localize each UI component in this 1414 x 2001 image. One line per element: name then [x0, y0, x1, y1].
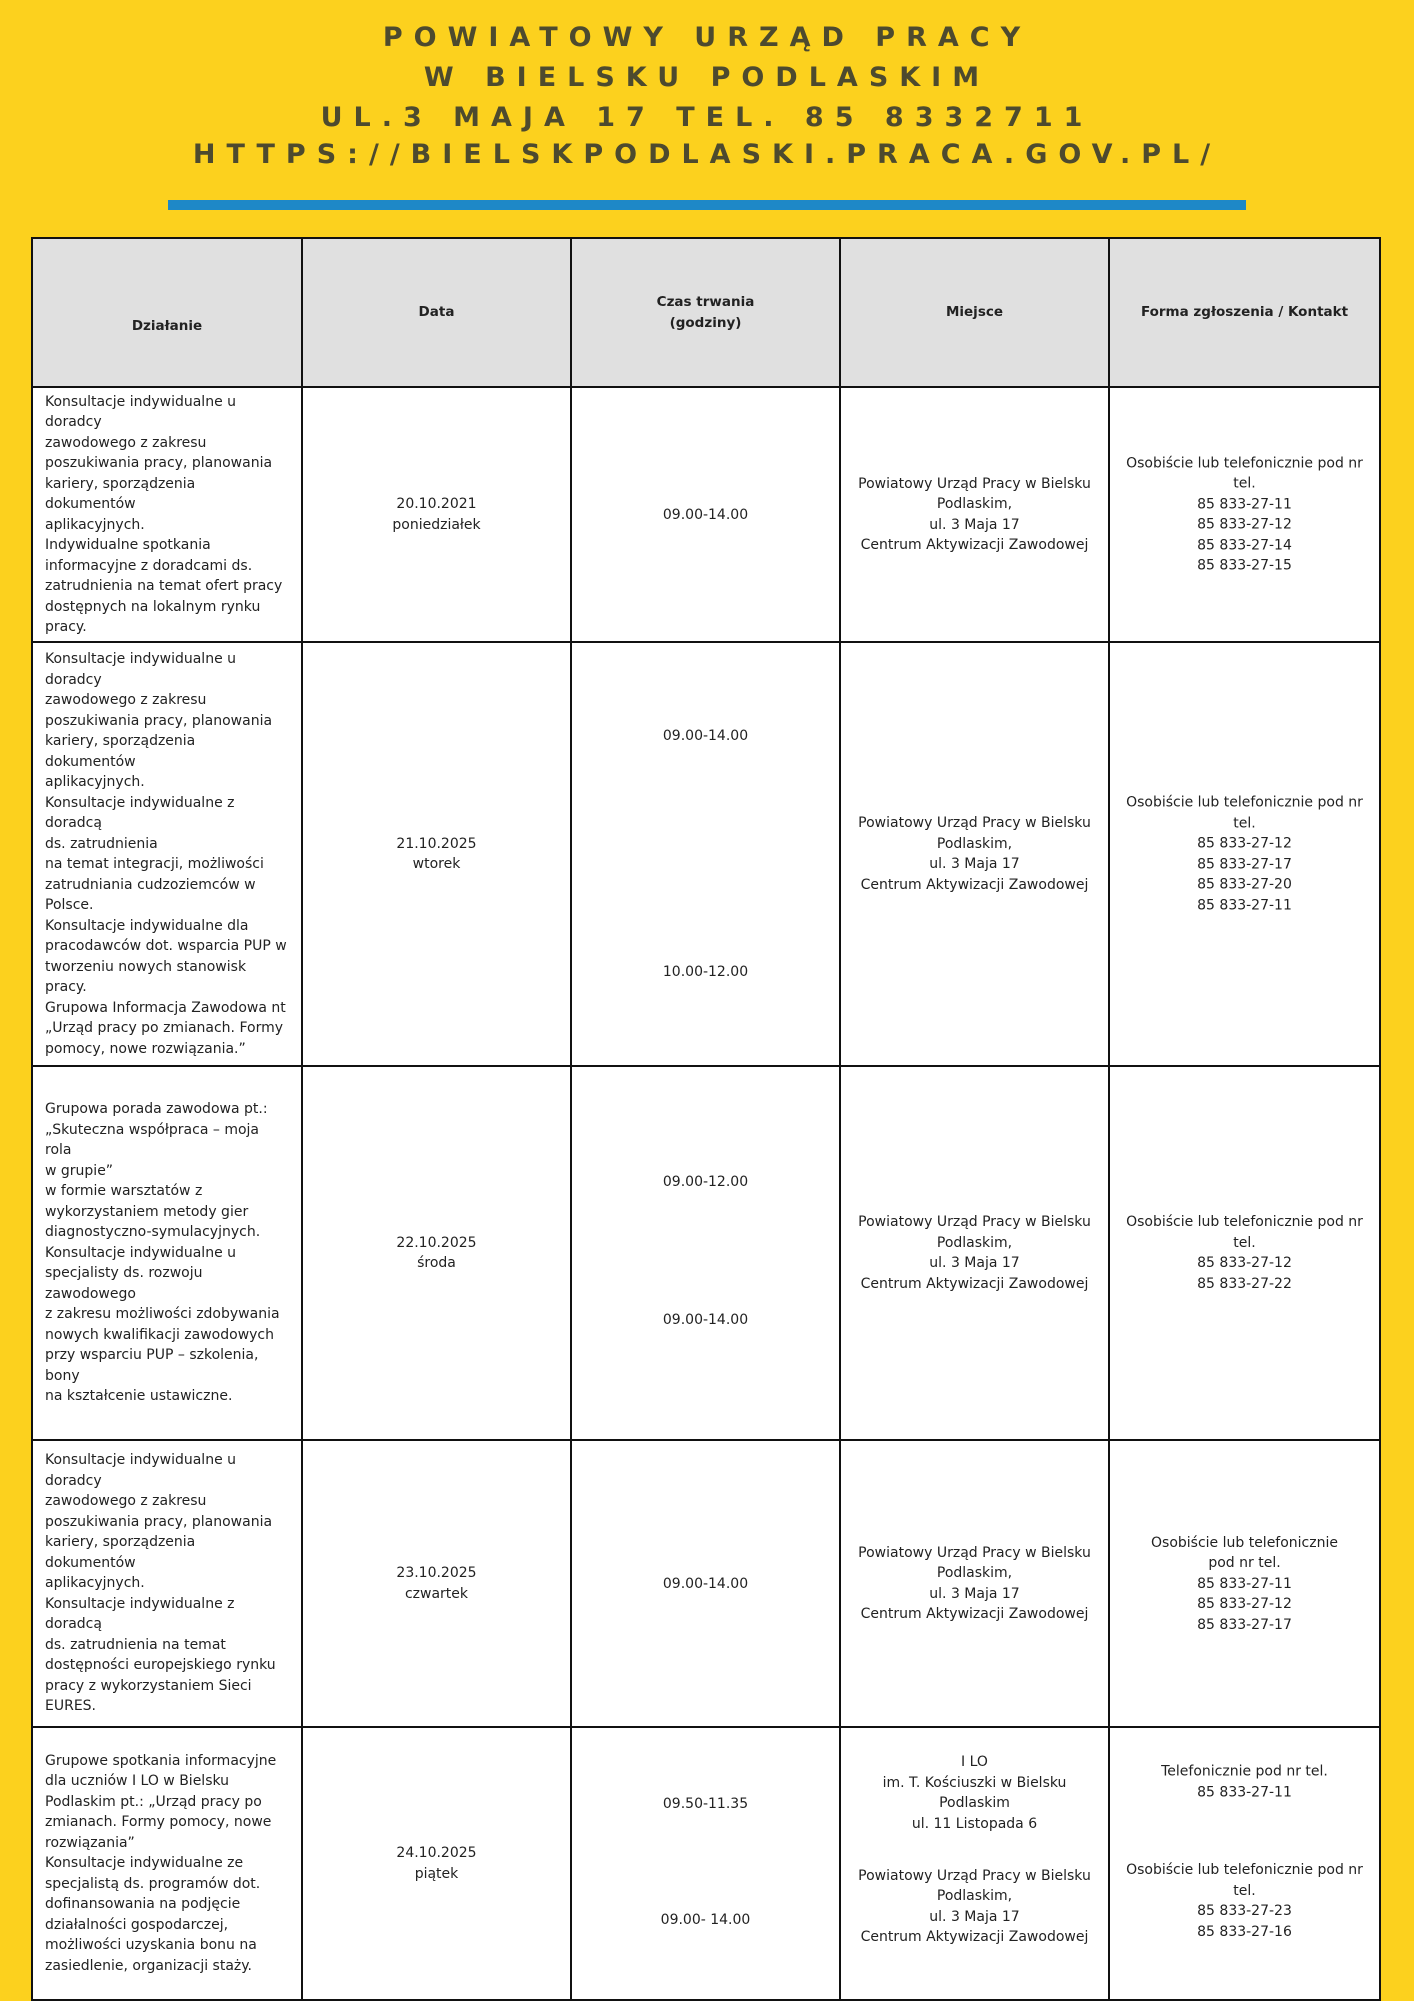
- cell-miejsce: Powiatowy Urząd Pracy w Bielsku Podlaski…: [839, 1065, 1110, 1441]
- czas-entry: 09.50-11.35: [662, 1795, 749, 1812]
- cell-kontakt: Osobiście lub telefonicznie pod nr tel. …: [1108, 1439, 1381, 1728]
- kontakt-entry: Telefonicznie pod nr tel. 85 833-27-11: [1161, 1763, 1328, 1801]
- cell-data: 23.10.2025 czwartek: [301, 1439, 572, 1728]
- cell-data: 24.10.2025 piątek: [301, 1726, 572, 2001]
- cell-dzialanie: Konsultacje indywidualne u doradcy zawod…: [31, 386, 303, 643]
- table-header-row: Działanie Data Czas trwania (godziny) Mi…: [31, 237, 1381, 388]
- cell-czas: 09.00-12.00 09.00-14.00: [570, 1065, 841, 1441]
- cell-miejsce: Powiatowy Urząd Pracy w Bielsku Podlaski…: [839, 386, 1110, 643]
- kontakt-entry: Osobiście lub telefonicznie pod nr tel. …: [1126, 455, 1363, 574]
- cell-dzialanie: Grupowa porada zawodowa pt.: „Skuteczna …: [31, 1065, 303, 1441]
- kontakt-entry: Osobiście lub telefonicznie pod nr tel. …: [1126, 794, 1363, 914]
- table-row: Konsultacje indywidualne u doradcy zawod…: [31, 1439, 1381, 1728]
- czas-entry: 09.00- 14.00: [660, 1912, 751, 1929]
- czas-entry: 09.00-14.00: [662, 1575, 749, 1592]
- cell-dzialanie: Konsultacje indywidualne u doradcy zawod…: [31, 641, 303, 1067]
- accent-divider: [168, 200, 1246, 210]
- cell-miejsce: Powiatowy Urząd Pracy w Bielsku Podlaski…: [839, 1439, 1110, 1728]
- cell-czas: 09.50-11.35 09.00- 14.00: [570, 1726, 841, 2001]
- cell-data: 21.10.2025 wtorek: [301, 641, 572, 1067]
- kontakt-entry: Osobiście lub telefonicznie pod nr tel. …: [1126, 1214, 1363, 1292]
- czas-entry: 09.00-14.00: [662, 506, 749, 523]
- cell-czas: 09.00-14.00: [570, 386, 841, 643]
- cell-dzialanie: Grupowe spotkania informacyjne dla uczni…: [31, 1726, 303, 2001]
- miejsce-entry: Powiatowy Urząd Pracy w Bielsku Podlaski…: [858, 1214, 1091, 1292]
- cell-czas: 09.00-14.00 10.00-12.00: [570, 641, 841, 1067]
- cell-kontakt: Osobiście lub telefonicznie pod nr tel. …: [1108, 1065, 1381, 1441]
- header-line-4: HTTPS://BIELSKPODLASKI.PRACA.GOV.PL/: [192, 139, 1222, 170]
- cell-data: 22.10.2025 środa: [301, 1065, 572, 1441]
- column-header-kontakt: Forma zgłoszenia / Kontakt: [1108, 237, 1381, 388]
- column-header-data: Data: [301, 237, 572, 388]
- czas-entry: 09.00-14.00: [662, 1311, 749, 1328]
- cell-dzialanie: Konsultacje indywidualne u doradcy zawod…: [31, 1439, 303, 1728]
- miejsce-entry: Powiatowy Urząd Pracy w Bielsku Podlaski…: [858, 475, 1091, 554]
- header-line-1: POWIATOWY URZĄD PRACY: [382, 22, 1032, 53]
- miejsce-entry: Powiatowy Urząd Pracy w Bielsku Podlaski…: [858, 1867, 1091, 1946]
- schedule-table: Działanie Data Czas trwania (godziny) Mi…: [31, 237, 1381, 2001]
- cell-data: 20.10.2021 poniedziałek: [301, 386, 572, 643]
- table-row: Konsultacje indywidualne u doradcy zawod…: [31, 641, 1381, 1067]
- miejsce-entry: I LO im. T. Kościuszki w Bielsku Podlask…: [882, 1754, 1067, 1832]
- column-header-miejsce: Miejsce: [839, 237, 1110, 388]
- miejsce-entry: Powiatowy Urząd Pracy w Bielsku Podlaski…: [858, 815, 1091, 893]
- kontakt-entry: Osobiście lub telefonicznie pod nr tel. …: [1126, 1862, 1363, 1940]
- cell-miejsce: Powiatowy Urząd Pracy w Bielsku Podlaski…: [839, 641, 1110, 1067]
- table-row: Grupowe spotkania informacyjne dla uczni…: [31, 1726, 1381, 2001]
- czas-entry: 10.00-12.00: [662, 963, 749, 980]
- miejsce-entry: Powiatowy Urząd Pracy w Bielsku Podlaski…: [858, 1544, 1091, 1623]
- header-line-3: UL.3 MAJA 17 TEL. 85 8332711: [320, 102, 1094, 133]
- cell-kontakt: Osobiście lub telefonicznie pod nr tel. …: [1108, 386, 1381, 643]
- table-row: Konsultacje indywidualne u doradcy zawod…: [31, 386, 1381, 643]
- header-line-2: W BIELSKU PODLASKIM: [423, 62, 991, 93]
- czas-entry: 09.00-14.00: [662, 727, 749, 744]
- cell-czas: 09.00-14.00: [570, 1439, 841, 1728]
- cell-miejsce: I LO im. T. Kościuszki w Bielsku Podlask…: [839, 1726, 1110, 2001]
- table-row: Grupowa porada zawodowa pt.: „Skuteczna …: [31, 1065, 1381, 1441]
- czas-entry: 09.00-12.00: [662, 1174, 749, 1191]
- column-header-czas: Czas trwania (godziny): [570, 237, 841, 388]
- cell-kontakt: Osobiście lub telefonicznie pod nr tel. …: [1108, 641, 1381, 1067]
- kontakt-entry: Osobiście lub telefonicznie pod nr tel. …: [1151, 1534, 1338, 1633]
- column-header-dzialanie: Działanie: [31, 237, 303, 388]
- cell-kontakt: Telefonicznie pod nr tel. 85 833-27-11 Os…: [1108, 1726, 1381, 2001]
